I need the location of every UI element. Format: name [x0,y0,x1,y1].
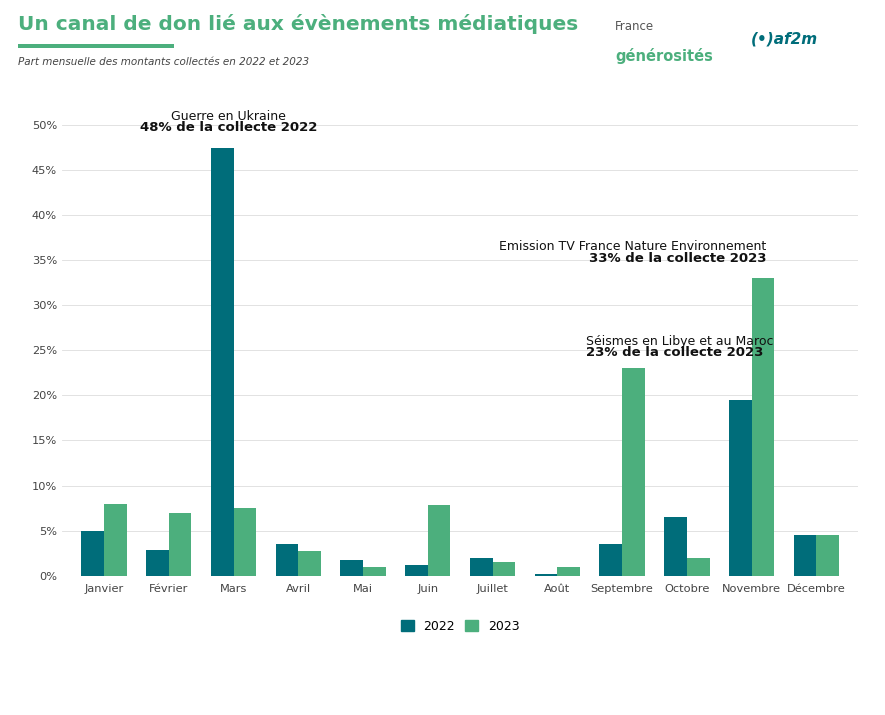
Bar [234,508,257,576]
Bar [427,506,450,576]
Legend: 2022, 2023: 2022, 2023 [401,620,519,633]
Bar [363,566,386,576]
FancyBboxPatch shape [18,44,173,49]
Bar [81,531,104,576]
Bar [211,148,234,576]
Bar [275,544,298,576]
Bar [558,566,580,576]
Bar [169,513,191,576]
Bar [493,562,515,576]
Text: 48% de la collecte 2022: 48% de la collecte 2022 [140,122,318,134]
Bar [470,558,493,576]
Bar [405,565,427,576]
Text: Source : Baromètre du don par SMS 2024 réalisé par France générosités et l'AF2M : Source : Baromètre du don par SMS 2024 r… [16,630,722,671]
Bar [298,551,321,576]
Text: Un canal de don lié aux évènements médiatiques: Un canal de don lié aux évènements média… [18,14,578,34]
Bar [599,544,622,576]
Bar [729,400,751,576]
Text: Guerre en Ukraine: Guerre en Ukraine [172,110,286,124]
Text: France: France [615,20,654,33]
Text: (•)af2m: (•)af2m [750,31,818,46]
Text: générosités: générosités [615,49,713,64]
Text: Séismes en Libye et au Maroc: Séismes en Libye et au Maroc [587,335,774,347]
Text: Part mensuelle des montants collectés en 2022 et 2023: Part mensuelle des montants collectés en… [18,57,309,67]
Bar [104,503,127,576]
Bar [341,561,363,576]
Bar [751,278,774,576]
Bar [794,535,816,576]
Text: Emission TV France Nature Environnement: Emission TV France Nature Environnement [499,240,766,253]
Bar [622,368,645,576]
Bar [664,517,687,576]
Bar [687,558,710,576]
Bar [816,535,839,576]
Text: 23% de la collecte 2023: 23% de la collecte 2023 [587,347,764,360]
Bar [535,573,558,576]
Text: 33% de la collecte 2023: 33% de la collecte 2023 [589,252,766,265]
Bar [146,551,169,576]
